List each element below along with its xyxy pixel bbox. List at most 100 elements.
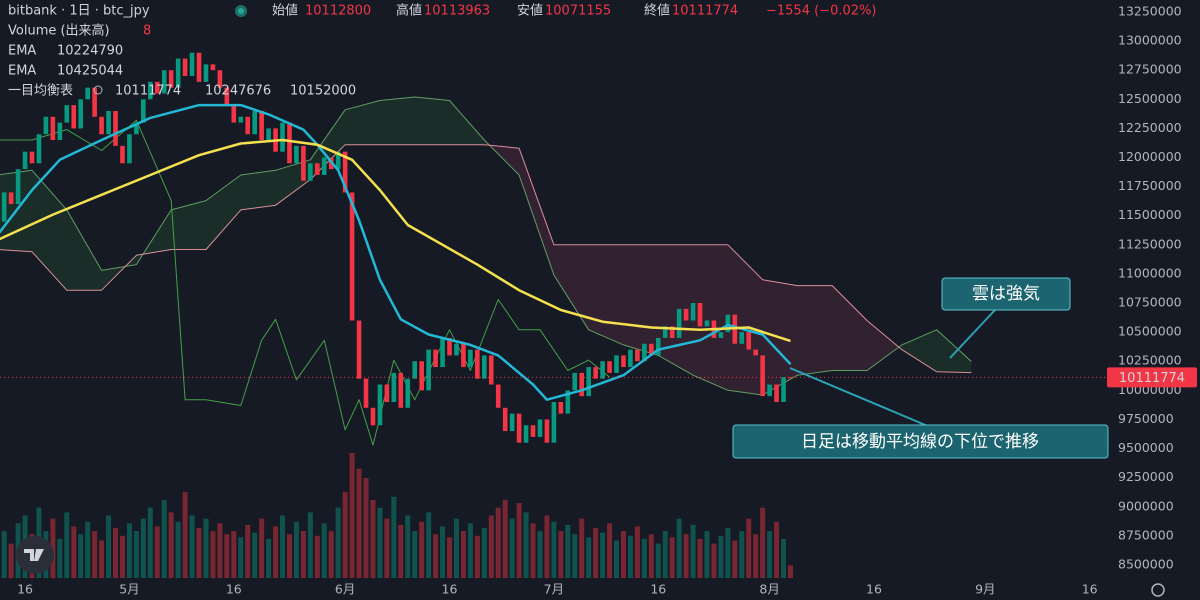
ohlc-value: 10112800	[305, 4, 371, 19]
candle-body	[71, 105, 77, 129]
candle-body	[342, 151, 348, 193]
volume-bar	[168, 512, 174, 578]
volume-bar	[314, 535, 320, 578]
volume-bar	[85, 521, 91, 578]
candle-body	[398, 372, 404, 408]
candle-body	[447, 337, 452, 356]
candle-body	[349, 192, 355, 321]
candle-body	[739, 332, 745, 344]
candle-body	[377, 384, 383, 426]
span-b-line	[0, 144, 972, 374]
legend-value: 8	[143, 24, 151, 39]
volume-bar	[335, 507, 341, 578]
y-tick-label: 10500000	[1118, 324, 1182, 339]
candle-body	[523, 425, 529, 443]
candle-body	[690, 303, 696, 321]
volume-bar	[544, 515, 550, 578]
volume-bar	[64, 512, 70, 578]
cloud	[310, 109, 346, 180]
annotation-box[interactable]	[941, 277, 1071, 311]
candle-body	[655, 337, 661, 356]
cloud	[867, 320, 902, 371]
volume-bar	[307, 512, 313, 578]
candle-body	[43, 116, 49, 135]
x-tick-label: 16	[226, 582, 242, 597]
candle-body	[29, 151, 35, 164]
settings-icon[interactable]	[1151, 583, 1165, 597]
candle-body	[259, 110, 264, 141]
y-tick-label: 8500000	[1118, 556, 1174, 571]
volume-bar	[147, 507, 153, 578]
candle-body	[154, 81, 160, 94]
candle-body	[224, 87, 230, 106]
volume-bar	[753, 534, 759, 578]
volume-bar	[523, 512, 529, 578]
legend-name[interactable]: EMA	[8, 64, 36, 79]
y-tick-label: 12750000	[1118, 62, 1182, 77]
volume-bar	[106, 515, 112, 578]
candle-body	[210, 64, 216, 71]
symbol-title[interactable]: bitbank · 1日 · btc_jpy	[8, 4, 150, 19]
volume-bar	[328, 531, 334, 578]
candle-body	[57, 122, 63, 141]
volume-bar	[259, 518, 265, 578]
volume-bar	[175, 521, 181, 578]
candle-body	[148, 81, 153, 100]
candle-body	[621, 355, 626, 368]
ohlc-value: 10113963	[424, 4, 490, 19]
legend-name[interactable]: 一目均衡表	[8, 84, 73, 99]
cloud	[797, 285, 833, 376]
volume-bar	[607, 523, 613, 578]
ohlc-label: 始値	[272, 3, 298, 19]
ohlc-label: 安値	[517, 3, 543, 19]
legend-value: 10224790	[57, 44, 123, 59]
candle-body	[363, 378, 369, 408]
status-dot-inner	[238, 8, 244, 14]
volume-bar	[662, 531, 668, 578]
candle-body	[440, 337, 445, 368]
volume-bar	[551, 521, 557, 578]
candle-body	[370, 407, 376, 426]
volume-bar	[57, 538, 63, 578]
ohlc-value: 10111774	[672, 4, 738, 19]
candle-body	[266, 128, 271, 141]
annotation-text: 日足は移動平均線の下位で推移	[801, 432, 1039, 452]
candle-body	[252, 110, 257, 135]
candle-body	[189, 52, 195, 77]
volume-bar	[8, 543, 14, 578]
candle-body	[669, 326, 675, 338]
x-tick-label: 16	[866, 582, 882, 597]
x-tick-label: 16	[17, 582, 33, 597]
volume-bar	[620, 531, 626, 578]
candle-body	[356, 320, 362, 379]
volume-bar	[210, 531, 216, 578]
volume-bar	[203, 518, 209, 578]
annotation-box[interactable]	[732, 424, 1109, 459]
lagging-line	[0, 119, 610, 446]
y-tick-label: 11000000	[1118, 265, 1182, 280]
y-tick-label: 13000000	[1118, 33, 1182, 48]
volume-bar	[1, 531, 7, 578]
candle-body	[725, 314, 731, 333]
volume-bar	[530, 523, 536, 578]
candle-body	[760, 355, 765, 397]
volume-bar	[502, 499, 508, 578]
ohlc-value: 10071155	[545, 4, 611, 19]
volume-bar	[697, 538, 703, 578]
y-tick-label: 12500000	[1118, 91, 1182, 106]
ohlc-label: 終値	[644, 3, 670, 19]
volume-bar	[586, 537, 592, 578]
volume-bar	[412, 531, 418, 578]
legend-name[interactable]: Volume (出来高)	[8, 23, 110, 39]
volume-bar	[196, 528, 202, 578]
candle-body	[301, 145, 306, 181]
candle-body	[335, 151, 341, 170]
candle-body	[412, 361, 418, 379]
volume-bar	[252, 532, 258, 578]
candle-body	[516, 413, 522, 443]
legend-name[interactable]: EMA	[8, 44, 36, 59]
volume-bar	[391, 496, 397, 578]
volume-bar	[426, 512, 432, 578]
volume-bar	[481, 528, 487, 578]
